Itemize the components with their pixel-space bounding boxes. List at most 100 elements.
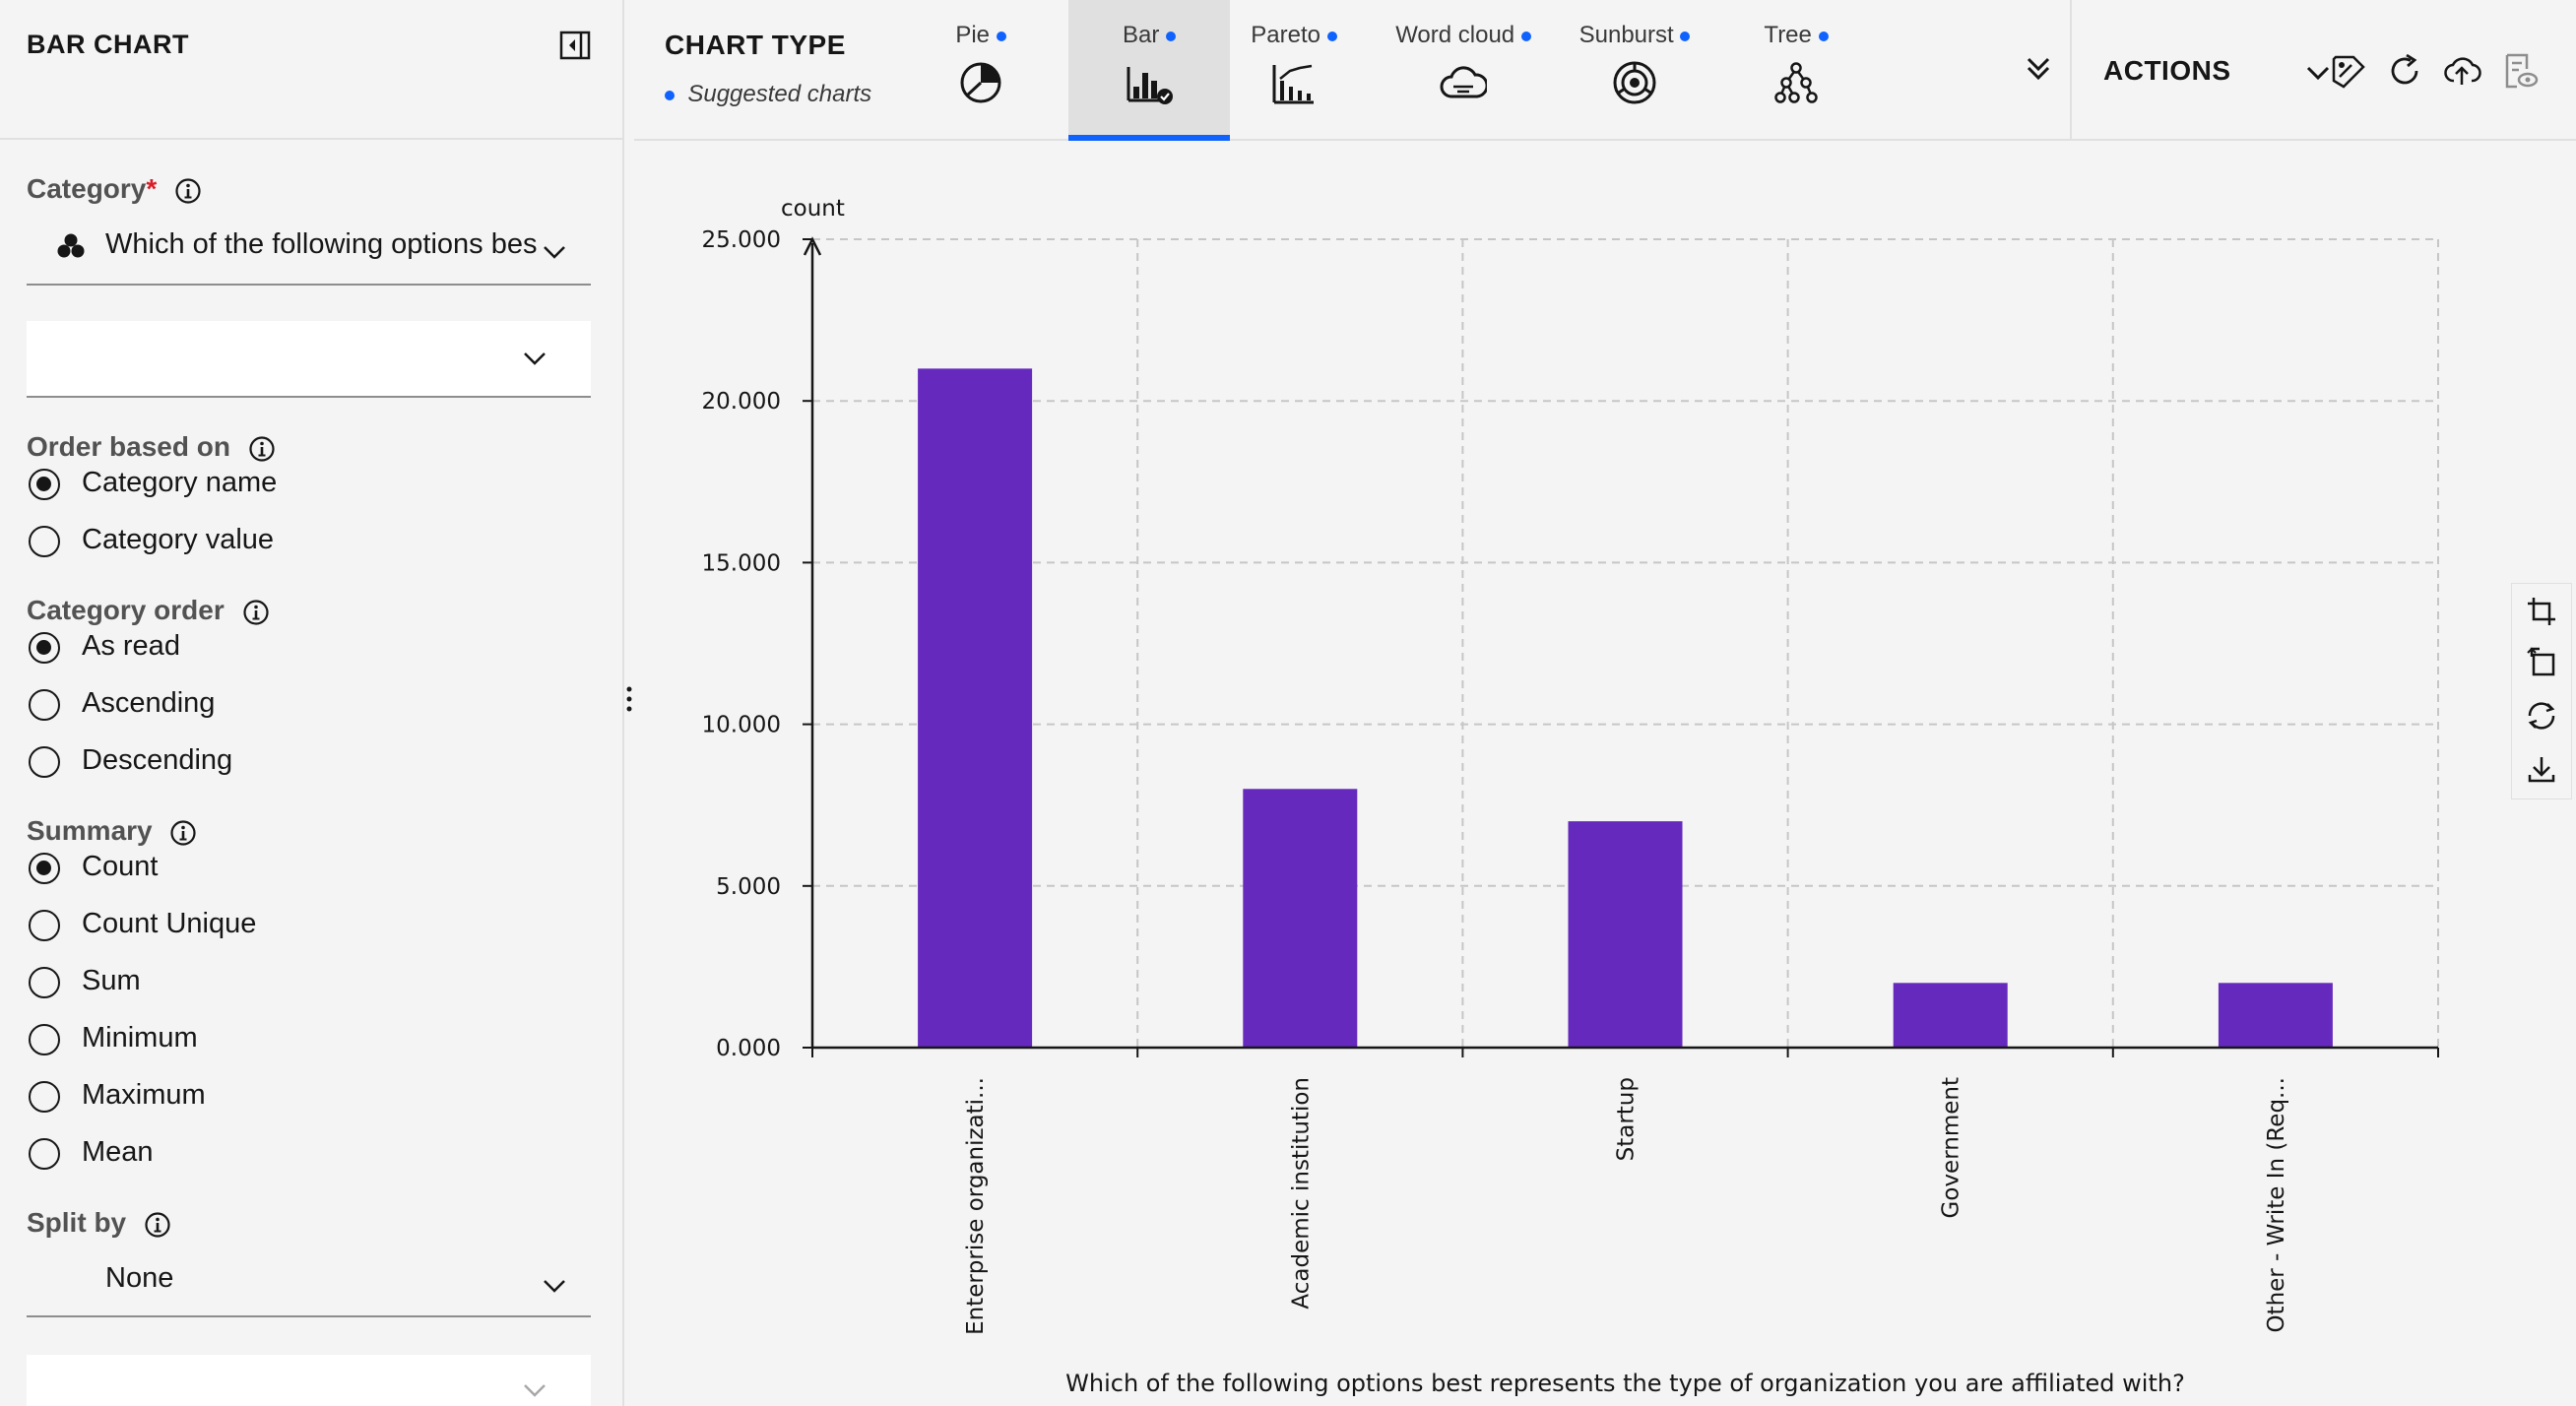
tab-bar-label: Bar (1122, 22, 1160, 48)
radio-button[interactable] (29, 910, 60, 941)
suggested-dot (1520, 31, 1531, 41)
actions-menu[interactable]: ACTIONS (2103, 55, 2330, 87)
y-axis-title: count (781, 196, 845, 222)
tab-label: Word cloud (1379, 22, 1548, 49)
y-tick-label: 0.000 (716, 1036, 781, 1061)
categorical-icon (57, 233, 85, 258)
tab-tree[interactable]: Tree (1749, 0, 1843, 141)
tree-icon (1774, 62, 1818, 103)
crop-icon[interactable] (2526, 596, 2557, 627)
radio-label: Mean (82, 1136, 154, 1168)
tab-label: Tree (1749, 22, 1843, 49)
chevron-down-icon (544, 1280, 565, 1293)
x-axis-title: Which of the following options best repr… (1065, 1370, 2185, 1397)
tab-bar[interactable]: Bar (1068, 0, 1230, 141)
category-select[interactable]: Which of the following options bes (27, 217, 591, 286)
panel-title: BAR CHART (27, 30, 189, 59)
radio-label: Minimum (82, 1022, 198, 1054)
tab-word-cloud[interactable]: Word cloud (1379, 0, 1548, 141)
x-tick-label: Startup (1614, 1077, 1640, 1161)
chevron-down-icon (544, 246, 565, 259)
tab-sunburst[interactable]: Sunburst (1568, 0, 1702, 141)
pie-chart-icon (960, 62, 1001, 103)
chevron-down-icon (524, 352, 546, 365)
y-tick-label: 5.000 (716, 874, 781, 900)
tab-label: Pareto (1245, 22, 1343, 49)
radio-button[interactable] (29, 746, 60, 778)
tab-pareto[interactable]: Pareto (1245, 0, 1343, 141)
tab-pie[interactable]: Pie (934, 0, 1028, 141)
radio-label: As read (82, 630, 180, 662)
radio-button[interactable] (29, 469, 60, 500)
x-tick-label: Academic institution (1288, 1077, 1314, 1310)
split-by-secondary-select[interactable] (27, 1355, 591, 1406)
chart-type-toolbar: CHART TYPE Suggested charts Pie Bar Pare… (634, 0, 2576, 141)
radio-button[interactable] (29, 632, 60, 664)
radio-button[interactable] (29, 967, 60, 998)
chevron-down-icon (524, 1384, 546, 1397)
x-tick-label: Other - Write In (Req... (2264, 1077, 2289, 1333)
category-order-text: Category order (27, 595, 225, 625)
y-tick-label: 25.000 (702, 227, 781, 253)
secondary-select[interactable] (27, 321, 591, 398)
actions-label: ACTIONS (2103, 55, 2231, 86)
tab-sunburst-label: Sunburst (1578, 22, 1674, 48)
split-by-select[interactable]: None (27, 1248, 591, 1317)
info-icon[interactable] (174, 177, 202, 205)
suggested-dot (996, 31, 1006, 41)
info-icon[interactable] (248, 435, 276, 463)
reset-zoom-icon[interactable] (2526, 647, 2557, 678)
info-icon[interactable] (169, 819, 197, 847)
required-marker: * (146, 173, 158, 204)
y-tick-label: 15.000 (702, 550, 781, 576)
chart-bar (1243, 789, 1358, 1048)
chart-bar (918, 368, 1033, 1048)
suggested-dot (1818, 31, 1829, 41)
order-based-on-text: Order based on (27, 431, 230, 462)
radio-label: Category value (82, 524, 275, 555)
tag-icon[interactable] (2328, 51, 2367, 91)
refresh-icon[interactable] (2385, 51, 2424, 91)
chart-tools-panel (2511, 583, 2572, 799)
radio-button[interactable] (29, 1081, 60, 1113)
radio-label: Count (82, 851, 159, 882)
split-by-text: Split by (27, 1207, 127, 1238)
y-tick-label: 10.000 (702, 713, 781, 738)
x-tick-label: Government (1939, 1077, 1964, 1218)
bar-chart: 0.000 5.000 10.000 15.000 20.000 25.000 Enterp… (702, 196, 2439, 1397)
chart-type-title: CHART TYPE (665, 30, 846, 60)
refresh-icon[interactable] (2526, 700, 2557, 732)
radio-button[interactable] (29, 1024, 60, 1055)
download-icon[interactable] (2526, 753, 2557, 785)
chart-bar (2218, 983, 2333, 1048)
chevron-down-icon (2306, 66, 2330, 81)
info-icon[interactable] (144, 1211, 171, 1239)
radio-button[interactable] (29, 689, 60, 721)
category-label-text: Category (27, 173, 147, 204)
chart-bar (1893, 983, 2008, 1048)
suggested-charts-text: Suggested charts (687, 81, 872, 107)
y-axis-arrow (803, 236, 822, 256)
expand-more-icon[interactable] (2023, 53, 2054, 85)
active-tab-indicator (1068, 135, 1230, 141)
tab-tree-label: Tree (1764, 22, 1812, 48)
suggested-dot (1326, 31, 1337, 41)
radio-label: Count Unique (82, 908, 257, 939)
tab-word-cloud-label: Word cloud (1395, 22, 1515, 48)
y-tick-label: 20.000 (702, 389, 781, 415)
summary-text: Summary (27, 815, 153, 846)
report-view-icon[interactable] (2499, 51, 2539, 91)
radio-button[interactable] (29, 853, 60, 884)
split-by-value: None (105, 1262, 174, 1294)
cloud-upload-icon[interactable] (2442, 51, 2481, 91)
sunburst-icon (1613, 61, 1656, 104)
tab-pareto-label: Pareto (1251, 22, 1321, 48)
info-icon[interactable] (242, 599, 270, 626)
collapse-panel-icon[interactable] (559, 30, 591, 61)
order-based-on-label: Order based on (27, 431, 276, 463)
pareto-chart-icon (1272, 64, 1314, 104)
radio-button[interactable] (29, 526, 60, 557)
category-order-label: Category order (27, 595, 270, 626)
radio-button[interactable] (29, 1138, 60, 1170)
panel-resize-handle[interactable] (624, 0, 634, 1406)
